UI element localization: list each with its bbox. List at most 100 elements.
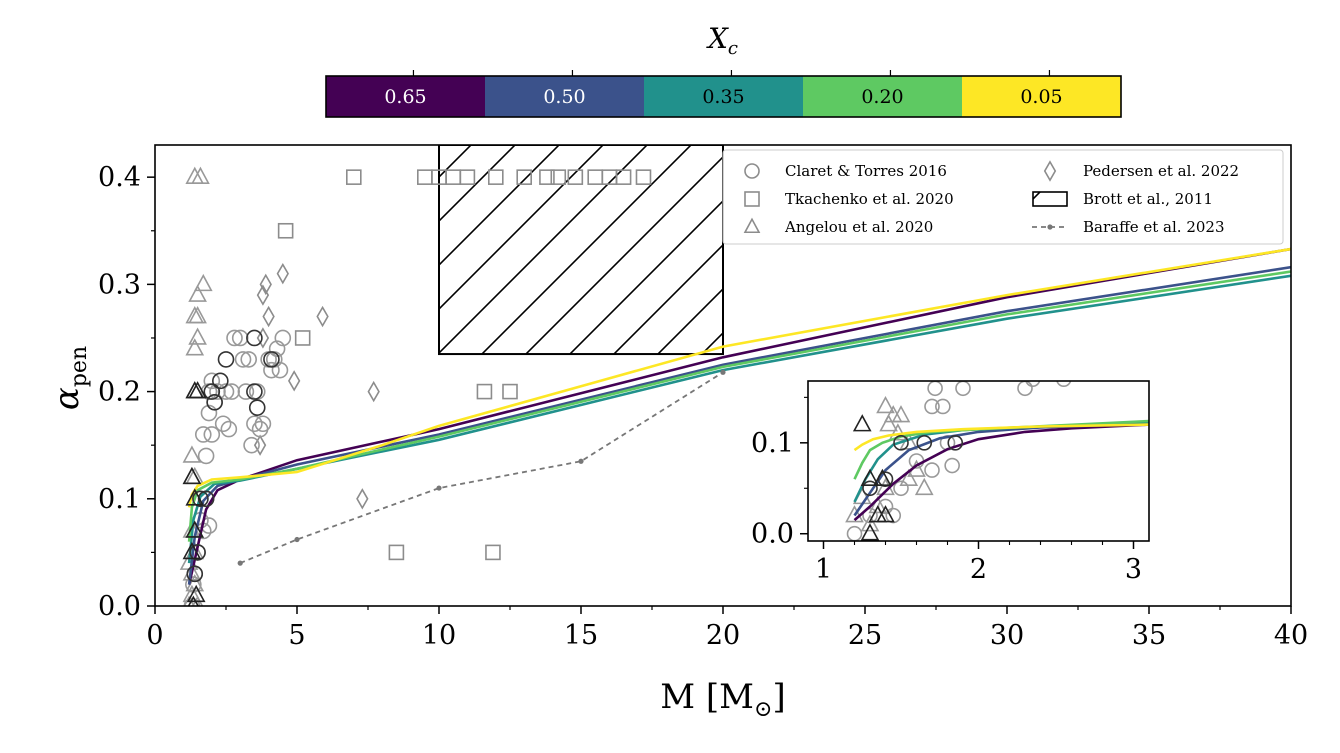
- x-tick-label: 10: [422, 620, 456, 651]
- inset-model-line: [853, 423, 1149, 522]
- circle-marker: [217, 383, 235, 400]
- triangle-marker: [185, 306, 205, 324]
- inset-x-tick-label: 3: [1125, 554, 1142, 585]
- triangle-marker: [868, 495, 888, 514]
- circle-marker: [924, 398, 940, 415]
- diamond-marker: [276, 262, 289, 285]
- circle-marker: [246, 329, 263, 347]
- main-plot-area: [179, 145, 1291, 606]
- model-line: [187, 247, 1291, 508]
- square-marker: [550, 169, 567, 185]
- circle-marker: [248, 399, 266, 416]
- square-marker: [615, 169, 632, 185]
- x-tick-label: 20: [706, 620, 740, 651]
- model-line: [187, 265, 1291, 585]
- circle-marker: [1056, 381, 1072, 387]
- diamond-marker: [287, 370, 301, 392]
- circle-marker: [935, 398, 951, 415]
- x-tick-label: 35: [1132, 620, 1166, 651]
- legend-label: Claret & Torres 2016: [785, 162, 947, 180]
- circle-marker: [243, 436, 260, 454]
- triangle-marker: [845, 505, 864, 523]
- triangle-marker: [188, 284, 207, 302]
- circle-marker: [246, 383, 263, 400]
- circle-marker: [200, 404, 218, 422]
- triangle-marker: [852, 414, 872, 432]
- square-marker: [476, 383, 493, 400]
- circle-marker: [231, 329, 249, 347]
- x-tick-label: 0: [146, 620, 163, 651]
- circle-marker: [862, 480, 878, 497]
- legend-hatch-swatch: [1032, 191, 1068, 207]
- triangle-marker: [888, 423, 908, 441]
- triangle-marker: [193, 273, 213, 292]
- colorbar: Xc 0.65 0.50 0.35 0.20 0.05: [325, 22, 1122, 118]
- legend-label: Brott et al., 2011: [1083, 190, 1213, 208]
- circle-marker: [268, 340, 286, 357]
- diamond-marker: [262, 305, 275, 328]
- diamond-marker: [1043, 160, 1057, 182]
- circle-marker: [263, 351, 280, 368]
- brott-2011-hatched-region: [438, 145, 724, 356]
- diamond-marker: [367, 380, 380, 403]
- inset-x-tick-label: 1: [815, 554, 832, 585]
- x-tick-label: 25: [848, 620, 882, 651]
- triangle-marker: [899, 468, 919, 486]
- square-marker: [539, 169, 555, 185]
- main-axes: 0 5 10 15 20 25 30 35 40 0.0 0.1 0.2 0.3 0.4: [98, 144, 1308, 651]
- triangle-marker: [873, 468, 892, 486]
- triangle-marker: [185, 381, 205, 399]
- square-marker: [459, 169, 476, 185]
- triangle-marker: [879, 414, 898, 432]
- baraffe-point: [237, 560, 243, 566]
- diamond-marker: [256, 284, 270, 306]
- triangle-marker: [860, 514, 880, 532]
- circle-marker: [197, 447, 215, 465]
- diamond-marker: [256, 327, 270, 349]
- legend-label: Angelou et al. 2020: [784, 218, 933, 236]
- diamond-marker: [356, 488, 369, 510]
- square-marker: [502, 383, 518, 400]
- circle-marker: [924, 462, 940, 478]
- legend-label: Tkachenko et al. 2020: [785, 190, 954, 208]
- baraffe-point: [720, 369, 726, 375]
- circle-marker: [220, 420, 238, 438]
- inset-plot-area: [845, 381, 1149, 541]
- triangle-marker: [860, 468, 880, 486]
- circle-marker: [254, 415, 272, 433]
- triangle-marker: [185, 166, 205, 184]
- colorbar-segment: [485, 76, 644, 117]
- circle-marker: [271, 361, 289, 379]
- triangle-marker: [182, 466, 202, 485]
- square-marker: [485, 544, 501, 561]
- inset-y-tick-label: 0.1: [751, 428, 794, 459]
- square-marker: [635, 169, 652, 185]
- circle-marker: [263, 361, 280, 379]
- triangle-marker: [891, 405, 911, 423]
- colorbar-label: 0.20: [861, 86, 903, 108]
- colorbar-label: 0.65: [384, 86, 426, 108]
- x-tick-label: 15: [564, 620, 598, 651]
- triangle-marker: [914, 477, 934, 496]
- colorbar-segment: [326, 76, 485, 117]
- x-tick-label: 40: [1274, 620, 1308, 651]
- triangle-marker: [185, 466, 205, 485]
- circle-marker: [226, 329, 243, 347]
- triangle-marker: [860, 523, 880, 541]
- square-marker: [388, 544, 405, 561]
- circle-marker: [274, 329, 292, 347]
- square-marker: [567, 169, 584, 185]
- circle-marker: [203, 383, 221, 400]
- triangle-marker: [182, 466, 202, 485]
- baraffe-point: [294, 536, 300, 543]
- inset-y-tick-label: 0.0: [751, 519, 794, 550]
- diamond-marker: [259, 273, 272, 296]
- circle-marker: [237, 383, 255, 400]
- square-marker: [516, 169, 533, 185]
- circle-marker: [944, 457, 960, 474]
- y-tick-label: 0.1: [98, 484, 141, 515]
- triangle-marker: [185, 381, 205, 399]
- triangle-marker: [191, 166, 210, 184]
- square-marker: [294, 330, 311, 346]
- square-marker: [487, 169, 504, 185]
